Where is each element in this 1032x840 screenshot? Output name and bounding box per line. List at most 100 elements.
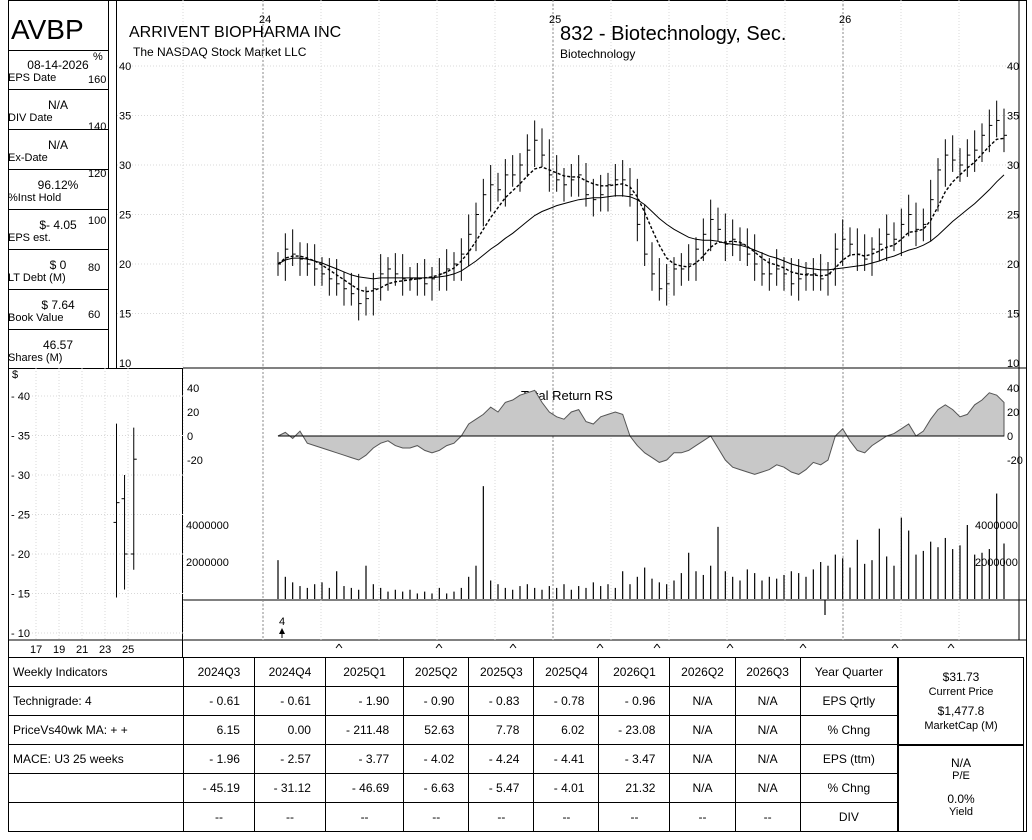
left-panel-label: LT Debt (M) bbox=[8, 272, 66, 284]
table-cell: - 0.96 bbox=[598, 686, 671, 716]
mini-y-tick: - 40 bbox=[11, 391, 30, 403]
table-cell: 6.02 bbox=[533, 715, 600, 745]
quarter-marker bbox=[596, 643, 604, 649]
table-cell: - 2.57 bbox=[253, 744, 326, 774]
table-cell: - 4.24 bbox=[468, 744, 535, 774]
price-box: $31.73 Current Price $1,477.8 MarketCap … bbox=[898, 657, 1024, 745]
table-header-cell: 2025Q1 bbox=[324, 657, 405, 687]
rs-tick-right: -20 bbox=[1007, 455, 1023, 467]
price-tick-right: 25 bbox=[1007, 210, 1019, 222]
yield-label: Yield bbox=[948, 806, 974, 818]
table-row-metric: DIV bbox=[799, 802, 899, 832]
table-row: Technigrade: 4- 0.61- 0.61- 1.90- 0.90- … bbox=[8, 686, 899, 716]
table-cell: - 6.63 bbox=[403, 773, 470, 803]
left-panel-label: EPS est. bbox=[8, 232, 51, 244]
table-header-row: Weekly Indicators 2024Q3 2024Q4 2025Q1 2025Q… bbox=[8, 657, 899, 687]
year-label: 24 bbox=[259, 14, 271, 26]
indicators-table: Weekly Indicators 2024Q3 2024Q4 2025Q1 2025Q… bbox=[8, 657, 899, 832]
left-panel-item: N/A DIV Date bbox=[8, 98, 108, 130]
price-tick-left: 35 bbox=[119, 111, 131, 123]
table-cell: - 0.83 bbox=[468, 686, 535, 716]
pct-scale-border bbox=[116, 0, 117, 368]
pct-scale-tick: 120 bbox=[88, 168, 107, 180]
table-cell: 0.00 bbox=[253, 715, 326, 745]
table-cell: N/A bbox=[669, 686, 736, 716]
table-cell: 7.78 bbox=[468, 715, 535, 745]
table-cell: N/A bbox=[734, 686, 801, 716]
left-panel-label: Book Value bbox=[8, 312, 64, 324]
table-cell: - 23.08 bbox=[598, 715, 671, 745]
mini-x-tick: 19 bbox=[53, 644, 65, 656]
price-tick-left: 15 bbox=[119, 309, 131, 321]
table-cell: - 0.90 bbox=[403, 686, 470, 716]
valuation-box: N/A P/E 0.0% Yield bbox=[898, 745, 1024, 832]
left-panel-label: %Inst Hold bbox=[8, 192, 62, 204]
left-panel-value: N/A bbox=[47, 98, 68, 112]
rs-tick-left: 40 bbox=[187, 383, 199, 395]
market-cap: $1,477.8 bbox=[937, 704, 985, 718]
mini-y-tick: - 15 bbox=[11, 589, 30, 601]
table-cell: - 4.41 bbox=[533, 744, 600, 774]
pct-scale-tick: 140 bbox=[88, 121, 107, 133]
table-header-cell: 2025Q4 bbox=[533, 657, 600, 687]
table-header-cell: 2026Q3 bbox=[734, 657, 801, 687]
table-cell: -- bbox=[669, 802, 736, 832]
quarter-marker bbox=[435, 643, 443, 649]
table-cell: - 1.90 bbox=[324, 686, 405, 716]
price-tick-right: 10 bbox=[1007, 358, 1019, 370]
table-cell: -- bbox=[533, 802, 600, 832]
pe-label: P/E bbox=[952, 770, 970, 782]
table-cell: - 45.19 bbox=[183, 773, 255, 803]
ticker: AVBP bbox=[11, 14, 84, 45]
table-cell: - 0.78 bbox=[533, 686, 600, 716]
mini-y-tick: - 35 bbox=[11, 431, 30, 443]
left-panel-value: 08-14-2026 bbox=[27, 58, 89, 72]
year-label: 25 bbox=[549, 14, 561, 26]
price-tick-right: 15 bbox=[1007, 309, 1019, 321]
left-panel-value: N/A bbox=[47, 138, 68, 152]
table-cell: 6.15 bbox=[183, 715, 255, 745]
table-header-cell: 2024Q3 bbox=[183, 657, 255, 687]
left-panel-item: $- 4.05 EPS est. bbox=[8, 218, 108, 250]
rs-title: Total Return RS bbox=[521, 388, 613, 403]
price-tick-left: 30 bbox=[119, 160, 131, 172]
table-cell: - 0.61 bbox=[253, 686, 326, 716]
price-tick-left: 25 bbox=[119, 210, 131, 222]
rs-tick-left: 20 bbox=[187, 407, 199, 419]
chart-frame bbox=[8, 0, 1027, 832]
table-cell: - 4.01 bbox=[533, 773, 600, 803]
mini-x-tick: 25 bbox=[122, 644, 134, 656]
rs-area bbox=[277, 389, 1005, 475]
table-cell: - 211.48 bbox=[324, 715, 405, 745]
table-cell: N/A bbox=[669, 715, 736, 745]
table-cell: - 3.77 bbox=[324, 744, 405, 774]
table-row: -- -- -- -- -- -- -- -- -- DIV bbox=[8, 802, 899, 832]
left-panel-value: 96.12% bbox=[37, 178, 79, 192]
table-cell: -- bbox=[183, 802, 255, 832]
left-panel-item: 08-14-2026 EPS Date bbox=[8, 58, 108, 90]
table-cell: - 0.61 bbox=[183, 686, 255, 716]
volume-tick-left: 2000000 bbox=[186, 557, 229, 569]
rs-tick-left: 0 bbox=[187, 431, 193, 443]
rs-tick-right: 20 bbox=[1007, 407, 1019, 419]
left-panel-value: $- 4.05 bbox=[39, 218, 77, 232]
eps-marker-arrow bbox=[279, 628, 285, 634]
table-cell: - 5.47 bbox=[468, 773, 535, 803]
quarter-marker bbox=[726, 643, 734, 649]
table-header-cell: 2025Q3 bbox=[468, 657, 535, 687]
mini-y-tick: - 10 bbox=[11, 628, 30, 640]
left-panel-item: $ 0 LT Debt (M) bbox=[8, 258, 108, 290]
table-cell: N/A bbox=[734, 715, 801, 745]
left-panel-label: Shares (M) bbox=[8, 352, 63, 364]
table-row-label: Technigrade: 4 bbox=[8, 686, 184, 716]
price-tick-left: 10 bbox=[119, 358, 131, 370]
table-row-label bbox=[8, 773, 184, 803]
table-row-metric: % Chng bbox=[799, 715, 899, 745]
yield-value: 0.0% bbox=[947, 792, 975, 806]
ma40-line bbox=[277, 174, 1005, 280]
pct-scale-tick: 100 bbox=[88, 215, 107, 227]
quarter-marker bbox=[799, 643, 807, 649]
left-panel-value: $ 0 bbox=[49, 258, 67, 272]
